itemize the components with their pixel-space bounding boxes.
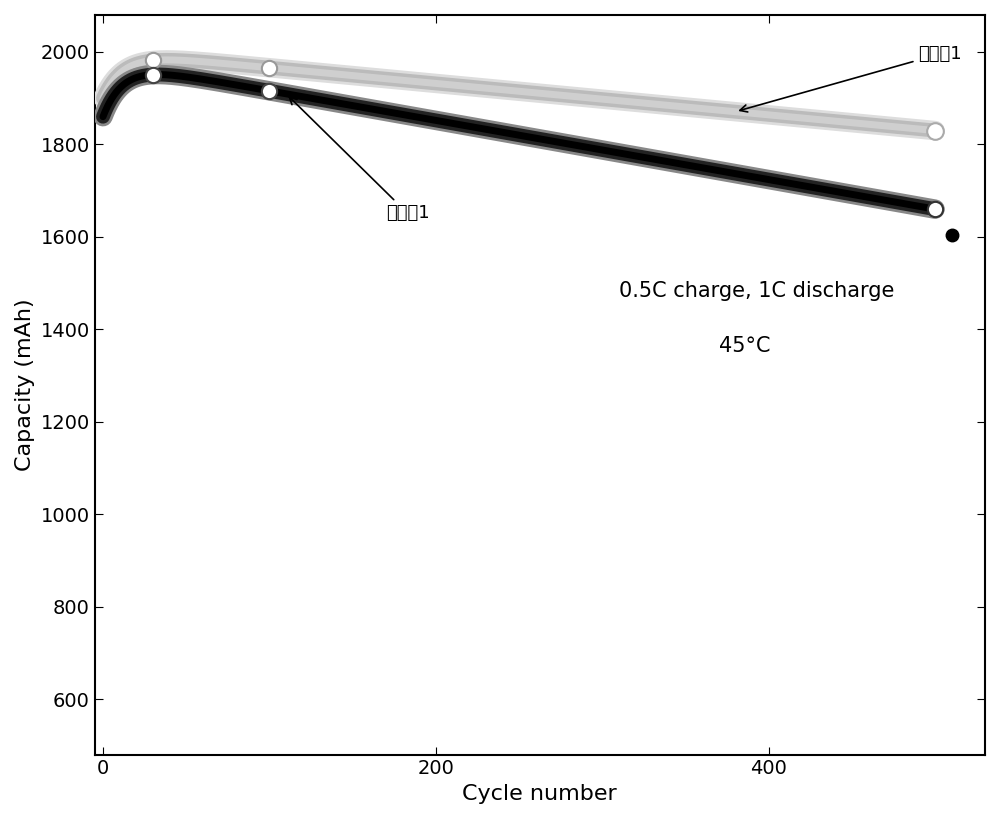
X-axis label: Cycle number: Cycle number	[462, 784, 617, 804]
Text: 45°C: 45°C	[719, 337, 770, 356]
Text: 对比例1: 对比例1	[289, 97, 430, 223]
Text: 实施例1: 实施例1	[740, 45, 962, 112]
Text: 0.5C charge, 1C discharge: 0.5C charge, 1C discharge	[619, 281, 894, 301]
Y-axis label: Capacity (mAh): Capacity (mAh)	[15, 298, 35, 471]
